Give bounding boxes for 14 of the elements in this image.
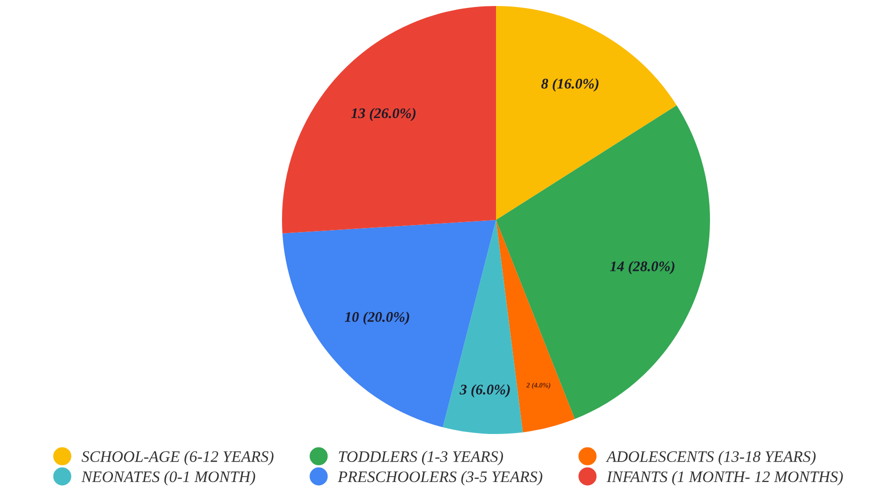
legend-label: ADOLESCENTS (13-18 YEARS) <box>606 450 816 466</box>
data-label: 14 (28.0%) <box>610 261 674 274</box>
pie-slice <box>282 6 496 234</box>
legend-label: NEONATES (0-1 MONTH) <box>81 470 256 486</box>
data-label: 3 (6.0%) <box>460 384 510 398</box>
pie-slice <box>496 6 677 220</box>
pie-slice <box>442 220 523 434</box>
data-label: 13 (26.0%) <box>351 108 416 122</box>
legend-label: PRESCHOOLERS (3-5 YEARS) <box>338 470 542 486</box>
data-label: 10 (20.0%) <box>344 312 410 325</box>
legend-label: INFANTS (1 MONTH- 12 MONTHS) <box>606 470 843 486</box>
legend-label: TODDLERS (1-3 YEARS) <box>338 450 503 466</box>
legend-label: SCHOOL-AGE (6-12 YEARS) <box>82 450 274 466</box>
data-label: 8 (16.0%) <box>541 78 598 92</box>
